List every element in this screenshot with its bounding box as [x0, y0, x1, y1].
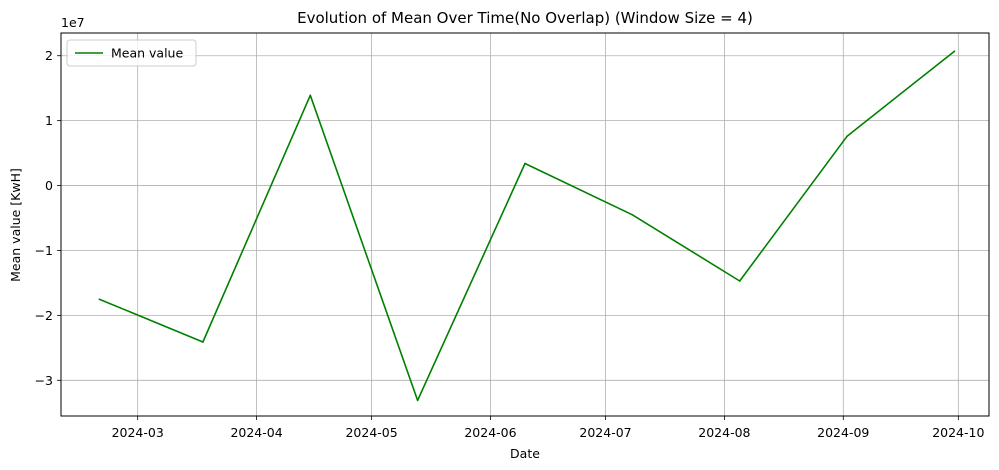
y-axis-label: Mean value [KwH]	[8, 168, 23, 282]
x-tick-label: 2024-03	[112, 425, 164, 440]
x-tick-label: 2024-06	[464, 425, 516, 440]
y-tick-label: 0	[45, 178, 53, 193]
plot-frame	[60, 32, 990, 417]
data-point	[98, 298, 101, 300]
data-point	[524, 162, 526, 165]
series-layer	[98, 50, 956, 402]
x-tick-label: 2024-04	[230, 425, 282, 440]
data-point	[846, 135, 848, 138]
x-tick-label: 2024-05	[345, 425, 397, 440]
x-tick-label: 2024-10	[932, 425, 984, 440]
series-line-mean-value	[98, 50, 955, 402]
y-tick-label: −2	[35, 308, 53, 323]
data-point	[953, 50, 956, 52]
y-offset-label: 1e7	[61, 15, 85, 30]
legend-label: Mean value	[111, 46, 183, 61]
y-tick-label: −1	[35, 243, 53, 258]
data-point	[631, 213, 634, 216]
data-point	[416, 399, 419, 402]
data-point	[309, 94, 312, 97]
legend-box	[66, 39, 197, 67]
x-tick-label: 2024-09	[817, 425, 869, 440]
y-tick-label: −3	[35, 373, 53, 388]
data-point	[738, 280, 741, 282]
y-tick-label: 2	[45, 48, 53, 63]
x-tick-label: 2024-08	[698, 425, 750, 440]
x-axis: 2024-03 2024-04 2024-05 2024-06 2024-07 2024-…	[112, 416, 984, 440]
grid	[61, 33, 989, 416]
y-axis: 2 1 0 −1 −2 −3	[35, 48, 61, 388]
y-tick-label: 1	[45, 113, 53, 128]
legend: Mean value	[66, 39, 197, 67]
x-axis-label: Date	[510, 446, 540, 461]
data-point	[202, 341, 204, 343]
x-tick-label: 2024-07	[579, 425, 631, 440]
chart-title: Evolution of Mean Over Time(No Overlap) …	[297, 9, 753, 27]
